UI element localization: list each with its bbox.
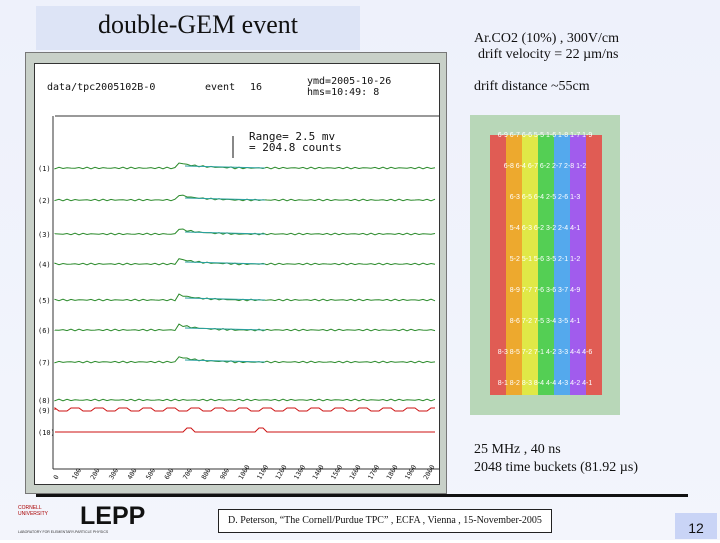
pad-color-column xyxy=(570,135,586,395)
x-tick-label: 1200 xyxy=(274,463,289,481)
drift-velocity-info: drift velocity = 22 µm/ns xyxy=(478,47,619,62)
footer-divider xyxy=(36,494,688,497)
channel-label: (2) xyxy=(38,197,51,205)
pad-row-label: 5-2 5-1 5-6 3-5 2-1 1-2 xyxy=(510,256,581,263)
scope-trace xyxy=(54,398,436,402)
scope-trace-signal xyxy=(184,231,266,235)
scope-display: data/tpc2005102B-0 event 16 ymd=2005-10-… xyxy=(25,52,447,494)
channel-label: (5) xyxy=(38,297,51,305)
channel-label: (4) xyxy=(38,261,51,269)
channel-label: (10) xyxy=(38,429,55,437)
channel-label: (8) xyxy=(38,397,51,405)
title-box xyxy=(36,6,360,50)
x-tick-label: 1100 xyxy=(255,463,270,481)
scope-trace-signal xyxy=(184,197,266,201)
pad-row-label: 8-1 8-2 8-3 8-4 4-4 4-3 4-2 4-1 xyxy=(498,380,593,387)
channel-label: (6) xyxy=(38,327,51,335)
scope-file-label: data/tpc2005102B-0 xyxy=(47,82,156,93)
scope-trace xyxy=(55,427,435,433)
scope-range-line1: Range= 2.5 mv xyxy=(249,130,336,143)
pad-row-label: 5-4 6-3 6-2 3-2 2-4 4-1 xyxy=(510,225,581,232)
drift-distance-info: drift distance ~55cm xyxy=(474,79,590,94)
slide-title: double-GEM event xyxy=(97,10,298,39)
scope-trace-signal xyxy=(184,359,266,363)
channel-label: (9) xyxy=(38,407,51,415)
pad-color-column xyxy=(506,135,522,395)
pad-row-label: 8-6 7-2 7-5 3-4 3-5 4-1 xyxy=(510,318,581,325)
channel-label: (7) xyxy=(38,359,51,367)
pad-map: 6-9 6-7 6-6 5-5 1-6 1-8 1-7 1-9 6-8 6-4 6… xyxy=(470,115,620,415)
scope-trace xyxy=(54,162,436,170)
scope-trace-signal xyxy=(184,261,266,265)
pad-row-label: 8-3 8-5 7-2 7-1 4-2 3-3 4-4 4-6 xyxy=(498,349,593,356)
scope-trace xyxy=(54,228,436,236)
scope-trace-signal xyxy=(184,165,266,169)
pad-color-column xyxy=(538,135,554,395)
scope-trace xyxy=(54,356,436,364)
x-tick-label: 1600 xyxy=(348,463,363,481)
scope-event-value: 16 xyxy=(250,82,263,93)
scope-trace-signal xyxy=(184,297,266,301)
pad-row-label: 6-8 6-4 6-7 6-2 2-7 2-8 1-2 xyxy=(504,163,587,170)
scope-trace-signal xyxy=(184,327,266,331)
page-number: 12 xyxy=(675,513,717,539)
scope-trace xyxy=(54,194,436,202)
channel-label: (1) xyxy=(38,165,51,173)
x-tick-label: 1800 xyxy=(385,463,400,481)
pad-color-column xyxy=(586,135,602,395)
time-buckets-info: 2048 time buckets (81.92 µs) xyxy=(474,460,638,475)
x-tick-label: 1700 xyxy=(366,463,381,481)
x-tick-label: 2000 xyxy=(422,463,437,481)
x-tick-label: 1000 xyxy=(237,463,252,481)
cornell-line1: CORNELL xyxy=(18,505,42,511)
pad-row-label: 6-9 6-7 6-6 5-5 1-6 1-8 1-7 1-9 xyxy=(498,132,593,139)
sampling-info: 25 MHz , 40 ns xyxy=(474,442,561,457)
channel-label: (3) xyxy=(38,231,51,239)
pad-color-column xyxy=(522,135,538,395)
x-tick-label: 1400 xyxy=(311,463,326,481)
cornell-line2: UNIVERSITY xyxy=(18,511,49,517)
x-tick-label: 1900 xyxy=(403,463,418,481)
gas-info: Ar.CO2 (10%) , 300V/cm xyxy=(474,31,620,46)
lepp-logo: LEPP xyxy=(80,502,146,530)
scope-time: hms=10:49: 8 xyxy=(307,87,380,98)
pad-row-label: 8-9 7-7 7-6 3-6 3-7 4-9 xyxy=(510,287,581,294)
lepp-subtitle: LABORATORY FOR ELEMENTARY-PARTICLE PHYSI… xyxy=(18,530,109,534)
scope-trace xyxy=(54,407,435,412)
scope-plot-area: data/tpc2005102B-0 event 16 ymd=2005-10-… xyxy=(34,63,440,485)
x-tick-label: 1300 xyxy=(292,463,307,481)
scope-range-line2: = 204.8 counts xyxy=(249,141,342,154)
scope-event-label: event xyxy=(205,82,236,93)
scope-date: ymd=2005-10-26 xyxy=(307,76,392,87)
cornell-logo: CORNELL UNIVERSITY xyxy=(18,505,48,517)
pad-color-column xyxy=(554,135,570,395)
pad-row-label: 6-3 6-5 6-4 2-5 2-6 1-3 xyxy=(510,194,581,201)
footer-citation: D. Peterson, “The Cornell/Purdue TPC” , … xyxy=(218,509,552,533)
x-tick-label: 1500 xyxy=(329,463,344,481)
x-tick-label: 0 xyxy=(52,474,61,481)
scope-traces: (1)(2)(3)(4)(5)(6)(7)(8)(9)(10)0 100 200 30… xyxy=(38,115,439,481)
pad-color-column xyxy=(490,135,506,395)
